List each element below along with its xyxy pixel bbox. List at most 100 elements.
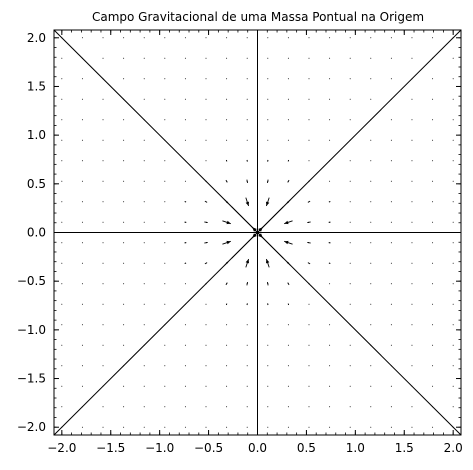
field-arrow [370, 221, 372, 223]
field-arrow [432, 385, 434, 387]
field-arrow-dot [390, 385, 392, 387]
field-arrow [102, 180, 104, 182]
field-arrow [370, 283, 372, 285]
field-arrow-dot [226, 426, 228, 428]
field-arrow-dot [411, 406, 413, 408]
field-arrow [432, 426, 434, 428]
field-arrow-dot [81, 262, 83, 264]
field-arrow [267, 98, 269, 100]
field-arrow [267, 344, 269, 346]
field-arrow-dot [287, 365, 289, 367]
field-arrow [143, 365, 145, 367]
field-arrow-dot [349, 242, 351, 244]
field-arrow-dot [143, 201, 145, 203]
field-arrow [61, 119, 63, 121]
field-arrow-dot [452, 283, 454, 285]
field-arrow-dot [390, 78, 392, 80]
y-tick-label: −2.0 [17, 420, 46, 434]
field-arrow-dot [123, 406, 125, 408]
field-arrow-dot [205, 139, 207, 141]
field-arrow-dot [61, 406, 63, 408]
field-arrow-dot [308, 139, 310, 141]
field-arrow-dot [287, 119, 289, 121]
field-arrow [204, 200, 208, 203]
field-arrow [61, 221, 63, 223]
field-arrow [411, 283, 413, 285]
field-arrow-dot [349, 406, 351, 408]
field-arrow-dot [123, 180, 125, 182]
field-arrow [452, 78, 454, 80]
field-arrow-dot [246, 98, 248, 100]
field-arrow [246, 385, 248, 387]
field-arrow [329, 37, 331, 39]
field-arrow [390, 262, 392, 264]
field-arrow-dot [452, 406, 454, 408]
field-arrow [287, 119, 289, 121]
field-arrow [184, 344, 186, 346]
field-arrow-dot [390, 242, 392, 244]
field-arrow [164, 98, 166, 100]
field-arrow-dot [390, 324, 392, 326]
field-arrow [390, 426, 392, 428]
field-arrow [452, 139, 454, 141]
field-arrow [61, 78, 63, 80]
field-arrow [267, 159, 269, 162]
field-arrow-dot [184, 344, 186, 346]
field-arrow [143, 303, 145, 305]
field-arrow-dot [164, 160, 166, 162]
field-arrow [61, 365, 63, 367]
field-arrow [61, 324, 63, 326]
field-arrow [452, 221, 454, 223]
x-tick-label: −1.5 [96, 441, 125, 455]
field-arrow-dot [184, 180, 186, 182]
field-arrow-dot [143, 365, 145, 367]
field-arrow [123, 78, 125, 80]
field-arrow [349, 406, 351, 408]
x-tick-label: 0.5 [297, 441, 316, 455]
y-tick-label: −1.5 [17, 372, 46, 386]
field-arrow [308, 160, 310, 162]
field-arrow [184, 139, 186, 141]
field-arrow [329, 139, 331, 141]
field-arrow [225, 159, 228, 162]
field-arrow-dot [287, 98, 289, 100]
field-arrow-dot [308, 406, 310, 408]
field-arrow-head [284, 220, 289, 225]
field-arrow [246, 406, 248, 408]
field-arrow [267, 303, 269, 306]
field-arrow [390, 324, 392, 326]
field-arrow-dot [349, 78, 351, 80]
x-tick-label: −0.5 [194, 441, 223, 455]
field-arrow-dot [143, 180, 145, 182]
field-arrow [102, 303, 104, 305]
field-arrow [411, 37, 413, 39]
field-arrow-dot [81, 385, 83, 387]
field-arrow-dot [102, 344, 104, 346]
field-arrow [246, 426, 248, 428]
field-arrow [143, 262, 145, 264]
field-arrow [61, 139, 63, 141]
field-arrow-dot [267, 57, 269, 59]
field-arrow [329, 406, 331, 408]
field-arrow-dot [287, 37, 289, 39]
field-arrow-dot [205, 119, 207, 121]
field-arrow-dot [123, 221, 125, 223]
field-arrow [184, 57, 186, 59]
field-arrow [164, 242, 166, 244]
field-arrow-dot [226, 139, 228, 141]
y-tick-label: 2.0 [27, 31, 46, 45]
field-arrow-dot [61, 78, 63, 80]
field-arrow-head [287, 282, 289, 284]
field-arrow-head [225, 160, 227, 162]
field-arrow-dot [184, 324, 186, 326]
field-arrow [102, 98, 104, 100]
field-arrow-dot [143, 283, 145, 285]
field-arrow [184, 365, 186, 367]
field-arrow-dot [123, 324, 125, 326]
field-arrow [222, 220, 231, 225]
field-arrow-dot [329, 37, 331, 39]
field-arrow [432, 242, 434, 244]
field-arrow-dot [411, 139, 413, 141]
field-arrow [411, 426, 413, 428]
